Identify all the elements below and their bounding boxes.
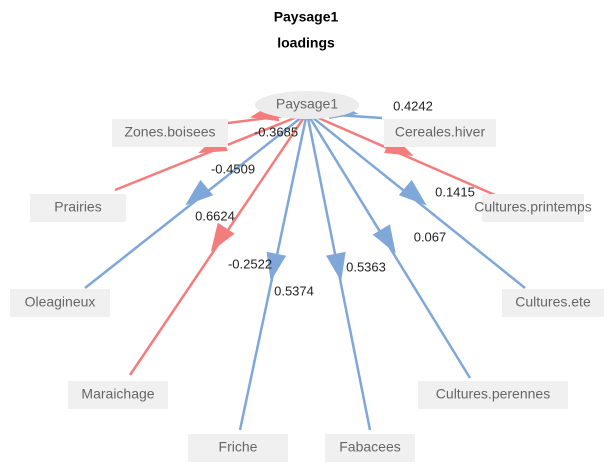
loading-label: 0.5374 bbox=[274, 283, 314, 298]
node-box bbox=[502, 289, 604, 317]
node-box bbox=[112, 119, 228, 147]
loading-label: 0.5363 bbox=[346, 259, 386, 274]
arrowhead bbox=[210, 222, 235, 252]
node-box bbox=[10, 289, 110, 317]
node-box bbox=[188, 434, 288, 462]
latent-node bbox=[255, 91, 359, 119]
arrowhead bbox=[398, 179, 427, 206]
latent-label: Paysage1 bbox=[276, 96, 338, 112]
node-box bbox=[68, 381, 168, 409]
node-box bbox=[418, 381, 568, 409]
node-label: Oleagineux bbox=[25, 294, 96, 310]
node-label: Cultures.perennes bbox=[436, 386, 550, 402]
loading-label: -0.2522 bbox=[228, 256, 272, 271]
loading-label: 0.067 bbox=[414, 229, 447, 244]
loading-label: 0.1415 bbox=[435, 184, 475, 199]
loading-label: -0.4509 bbox=[211, 161, 255, 176]
node-label: Fabacees bbox=[339, 439, 400, 455]
node-box bbox=[482, 194, 584, 222]
arrowhead bbox=[326, 251, 346, 282]
node-label: Prairies bbox=[54, 199, 101, 215]
node-label: Friche bbox=[219, 439, 258, 455]
arrowhead bbox=[266, 251, 287, 282]
loading-label: 0.6624 bbox=[195, 208, 235, 223]
node-box bbox=[325, 434, 415, 462]
title: Paysage1 bbox=[274, 9, 339, 25]
loading-label: 0.4242 bbox=[393, 98, 433, 113]
arrowhead bbox=[185, 179, 214, 206]
node-box bbox=[384, 119, 496, 147]
node-label: Cultures.printemps bbox=[474, 199, 592, 215]
node-label: Zones.boisees bbox=[124, 124, 215, 140]
node-box bbox=[30, 194, 126, 222]
node-label: Cultures.ete bbox=[515, 294, 591, 310]
node-label: Cereales.hiver bbox=[395, 124, 486, 140]
arrowhead bbox=[372, 224, 396, 254]
node-label: Maraichage bbox=[81, 386, 154, 402]
loading-label: -0.3685 bbox=[254, 124, 298, 139]
subtitle: loadings bbox=[277, 35, 335, 51]
